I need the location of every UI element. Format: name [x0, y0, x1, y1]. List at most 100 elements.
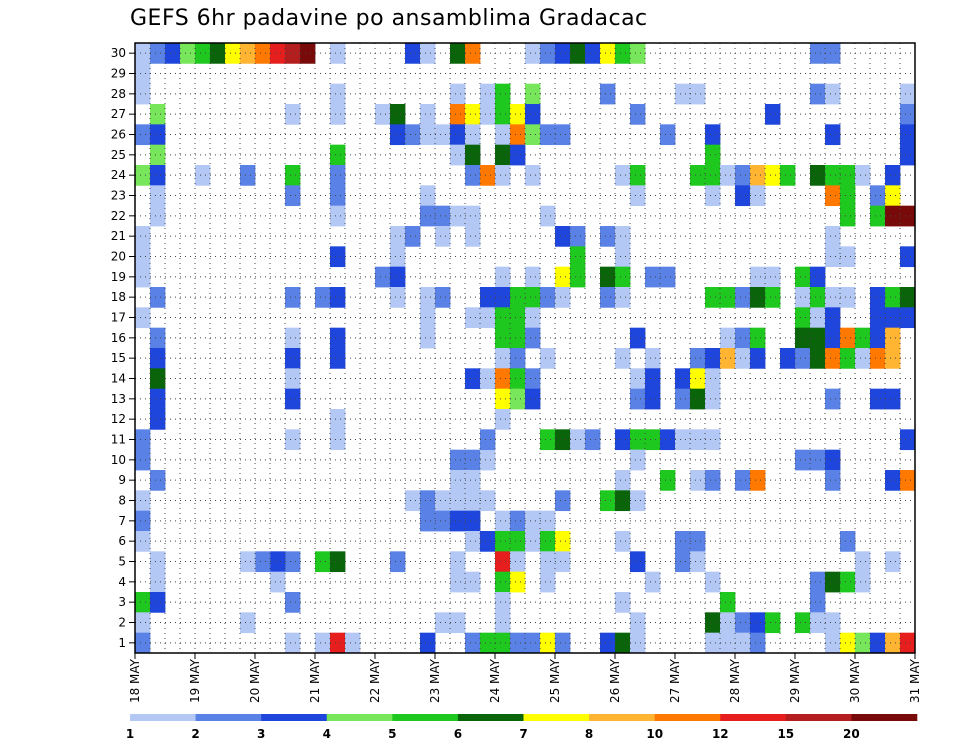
heatmap-cell	[510, 510, 526, 532]
heatmap-cell	[825, 124, 841, 146]
heatmap-cell	[510, 287, 526, 308]
heatmap-cell	[675, 531, 691, 552]
heatmap-cell	[690, 165, 706, 186]
heatmap-cell	[735, 612, 751, 634]
heatmap-cell	[495, 266, 511, 288]
heatmap-cell	[135, 266, 151, 288]
heatmap-cell	[840, 632, 856, 654]
heatmap-cell	[870, 307, 886, 329]
heatmap-cell	[825, 612, 841, 634]
heatmap-cell	[615, 429, 631, 451]
heatmap-cell	[795, 348, 811, 369]
heatmap-cell	[375, 266, 391, 288]
heatmap-cell	[330, 327, 346, 349]
heatmap-cell	[330, 83, 346, 105]
heatmap-cell	[555, 429, 571, 451]
heatmap-cell	[855, 632, 871, 654]
heatmap-cell	[705, 612, 721, 634]
heatmap-cell	[525, 124, 541, 146]
heatmap-cell	[690, 531, 706, 552]
heatmap-cell	[630, 551, 646, 573]
heatmap-cell	[855, 165, 871, 186]
heatmap-cell	[315, 632, 331, 654]
heatmap-cell	[405, 226, 421, 247]
heatmap-cell	[555, 287, 571, 308]
heatmap-cell	[330, 551, 346, 573]
heatmap-cell	[615, 632, 631, 654]
heatmap-cell	[900, 429, 916, 451]
heatmap-cell	[480, 368, 496, 390]
y-tick-label: 20	[111, 250, 126, 264]
heatmap-cell	[450, 104, 466, 125]
heatmap-cell	[390, 551, 406, 573]
heatmap-cell	[720, 287, 736, 308]
colorbar-swatch	[785, 714, 852, 721]
heatmap-cell	[150, 409, 166, 430]
x-tick-label: 20 MAY	[248, 658, 262, 703]
heatmap-cell	[705, 632, 721, 654]
heatmap-cell	[330, 165, 346, 186]
heatmap-cell	[750, 266, 766, 288]
heatmap-cell	[720, 165, 736, 186]
heatmap-cell	[195, 165, 211, 186]
heatmap-cell	[630, 429, 646, 451]
heatmap-cell	[285, 104, 301, 125]
heatmap-cell	[525, 104, 541, 125]
heatmap-cell	[270, 551, 286, 573]
heatmap-cell	[225, 43, 241, 64]
heatmap-cell	[690, 551, 706, 573]
heatmap-cell	[825, 632, 841, 654]
colorbar-label: 10	[646, 727, 663, 741]
heatmap-cell	[135, 226, 151, 247]
heatmap-cell	[570, 226, 586, 247]
heatmap-cell	[420, 205, 436, 227]
heatmap-cell	[525, 632, 541, 654]
heatmap-cell	[135, 632, 151, 654]
colorbar-label: 5	[388, 727, 396, 741]
y-tick-label: 24	[111, 168, 126, 182]
heatmap-cell	[885, 307, 901, 329]
heatmap-cell	[900, 287, 916, 308]
heatmap-cell	[540, 551, 556, 573]
heatmap-cell	[495, 307, 511, 329]
heatmap-cell	[285, 429, 301, 451]
heatmap-cell	[720, 327, 736, 349]
heatmap-cell	[900, 307, 916, 329]
heatmap-cell	[900, 83, 916, 105]
colorbar-swatch	[654, 714, 721, 721]
heatmap-cell	[495, 531, 511, 552]
heatmap-cell	[135, 449, 151, 471]
heatmap-cell	[825, 185, 841, 207]
heatmap-cell	[630, 490, 646, 512]
heatmap-cell	[825, 246, 841, 268]
heatmap-cell	[450, 43, 466, 64]
heatmap-cell	[135, 429, 151, 451]
heatmap-cell	[135, 612, 151, 634]
heatmap-cell	[630, 185, 646, 207]
y-tick-label: 28	[111, 87, 126, 101]
heatmap-cell	[750, 287, 766, 308]
heatmap-cell	[195, 43, 211, 64]
heatmap-cell	[825, 449, 841, 471]
heatmap-cell	[525, 531, 541, 552]
heatmap-cell	[240, 43, 256, 64]
heatmap-cell	[615, 470, 631, 491]
heatmap-cell	[735, 348, 751, 369]
heatmap-cell	[450, 571, 466, 593]
heatmap-cell	[285, 551, 301, 573]
heatmap-cell	[585, 429, 601, 451]
heatmap-cell	[840, 327, 856, 349]
heatmap-cell	[150, 205, 166, 227]
heatmap-cell	[765, 104, 781, 125]
heatmap-cell	[705, 165, 721, 186]
y-tick-label: 17	[111, 311, 126, 325]
heatmap-cell	[735, 185, 751, 207]
heatmap-cell	[840, 287, 856, 308]
heatmap-cell	[450, 490, 466, 512]
colorbar-label: 15	[777, 727, 794, 741]
heatmap-cell	[480, 165, 496, 186]
heatmap-cell	[705, 185, 721, 207]
x-tick-label: 25 MAY	[548, 658, 562, 703]
heatmap-cell	[615, 165, 631, 186]
